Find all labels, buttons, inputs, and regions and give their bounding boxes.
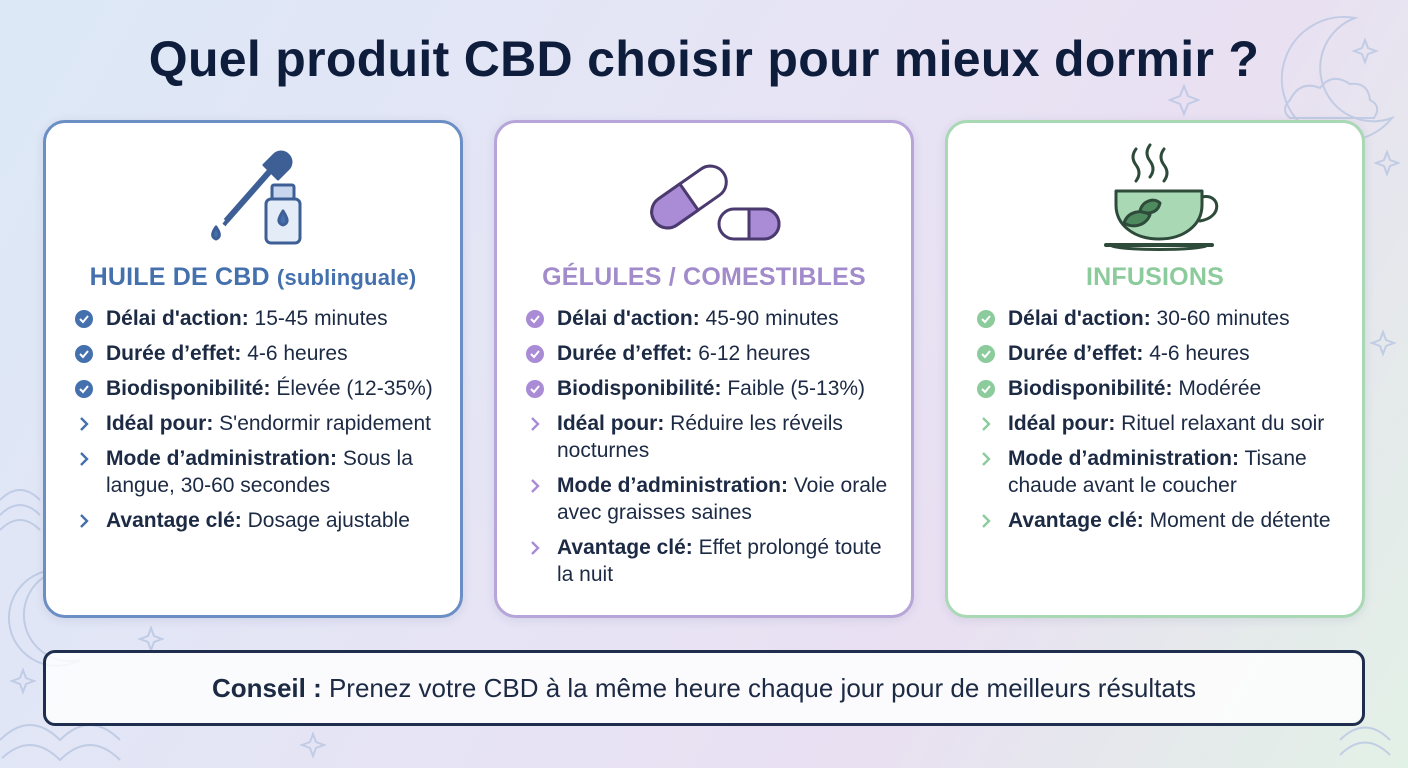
star-icon (1373, 149, 1401, 177)
list-item: Idéal pour: S'endormir rapidement (74, 410, 444, 437)
list-item: Biodisponibilité: Faible (5-13%) (525, 375, 895, 402)
chevron-right-icon (80, 514, 89, 528)
star-icon (1369, 329, 1397, 357)
dropper-bottle-icon (211, 150, 302, 245)
star-icon (1167, 83, 1201, 117)
list-item: Durée d’effet: 6-12 heures (525, 340, 895, 367)
chevron-right-icon (80, 417, 89, 431)
star-icon (299, 731, 327, 759)
list-item: Avantage clé: Dosage ajustable (74, 507, 444, 534)
star-icon (137, 625, 165, 653)
page-title: Quel produit CBD choisir pour mieux dorm… (148, 31, 1260, 87)
check-circle-icon (977, 345, 995, 363)
tea-cup-icon (1104, 143, 1219, 251)
tip-label: Conseil : (211, 673, 322, 703)
tip-banner: Conseil : Prenez votre CBD à la même heu… (43, 650, 1365, 726)
list-item: Durée d’effet: 4-6 heures (74, 340, 444, 367)
chevron-right-icon (531, 417, 540, 431)
card-infusions: INFUSIONS Délai d'action: 30-60 minutes … (945, 120, 1365, 618)
list-item: Mode d’administration: Tisane chaude ava… (976, 445, 1346, 499)
list-item: Biodisponibilité: Élevée (12-35%) (74, 375, 444, 402)
list-item: Délai d'action: 30-60 minutes (976, 305, 1346, 332)
check-circle-icon (75, 380, 93, 398)
list-item: Mode d’administration: Voie orale avec g… (525, 472, 895, 526)
check-circle-icon (977, 310, 995, 328)
check-circle-icon (977, 380, 995, 398)
list-item: Biodisponibilité: Modérée (976, 375, 1346, 402)
check-circle-icon (526, 310, 544, 328)
attribute-list: Délai d'action: 15-45 minutes Durée d’ef… (74, 305, 444, 542)
list-item: Délai d'action: 15-45 minutes (74, 305, 444, 332)
list-item: Avantage clé: Effet prolongé toute la nu… (525, 534, 895, 588)
tip-text: Prenez votre CBD à la même heure chaque … (321, 673, 1197, 703)
card-gelules: GÉLULES / COMESTIBLES Délai d'action: 45… (494, 120, 914, 618)
check-circle-icon (75, 345, 93, 363)
chevron-right-icon (982, 452, 991, 466)
list-item: Délai d'action: 45-90 minutes (525, 305, 895, 332)
list-item: Durée d’effet: 4-6 heures (976, 340, 1346, 367)
card-title: INFUSIONS (1086, 263, 1224, 291)
capsule-pill-icon (650, 164, 781, 241)
check-circle-icon (75, 310, 93, 328)
chevron-right-icon (982, 417, 991, 431)
card-huile: HUILE DE CBD (sublinguale) Délai d'actio… (43, 120, 463, 618)
chevron-right-icon (531, 541, 540, 555)
list-item: Avantage clé: Moment de détente (976, 507, 1346, 534)
chevron-right-icon (982, 514, 991, 528)
attribute-list: Délai d'action: 45-90 minutes Durée d’ef… (525, 305, 895, 596)
chevron-right-icon (531, 479, 540, 493)
list-item: Idéal pour: Réduire les réveils nocturne… (525, 410, 895, 464)
check-circle-icon (526, 345, 544, 363)
list-item: Idéal pour: Rituel relaxant du soir (976, 410, 1346, 437)
chevron-right-icon (80, 452, 89, 466)
attribute-list: Délai d'action: 30-60 minutes Durée d’ef… (976, 305, 1346, 542)
card-title: GÉLULES / COMESTIBLES (542, 263, 866, 291)
list-item: Mode d’administration: Sous la langue, 3… (74, 445, 444, 499)
check-circle-icon (526, 380, 544, 398)
card-title: HUILE DE CBD (sublinguale) (89, 263, 417, 291)
star-icon (9, 667, 37, 695)
